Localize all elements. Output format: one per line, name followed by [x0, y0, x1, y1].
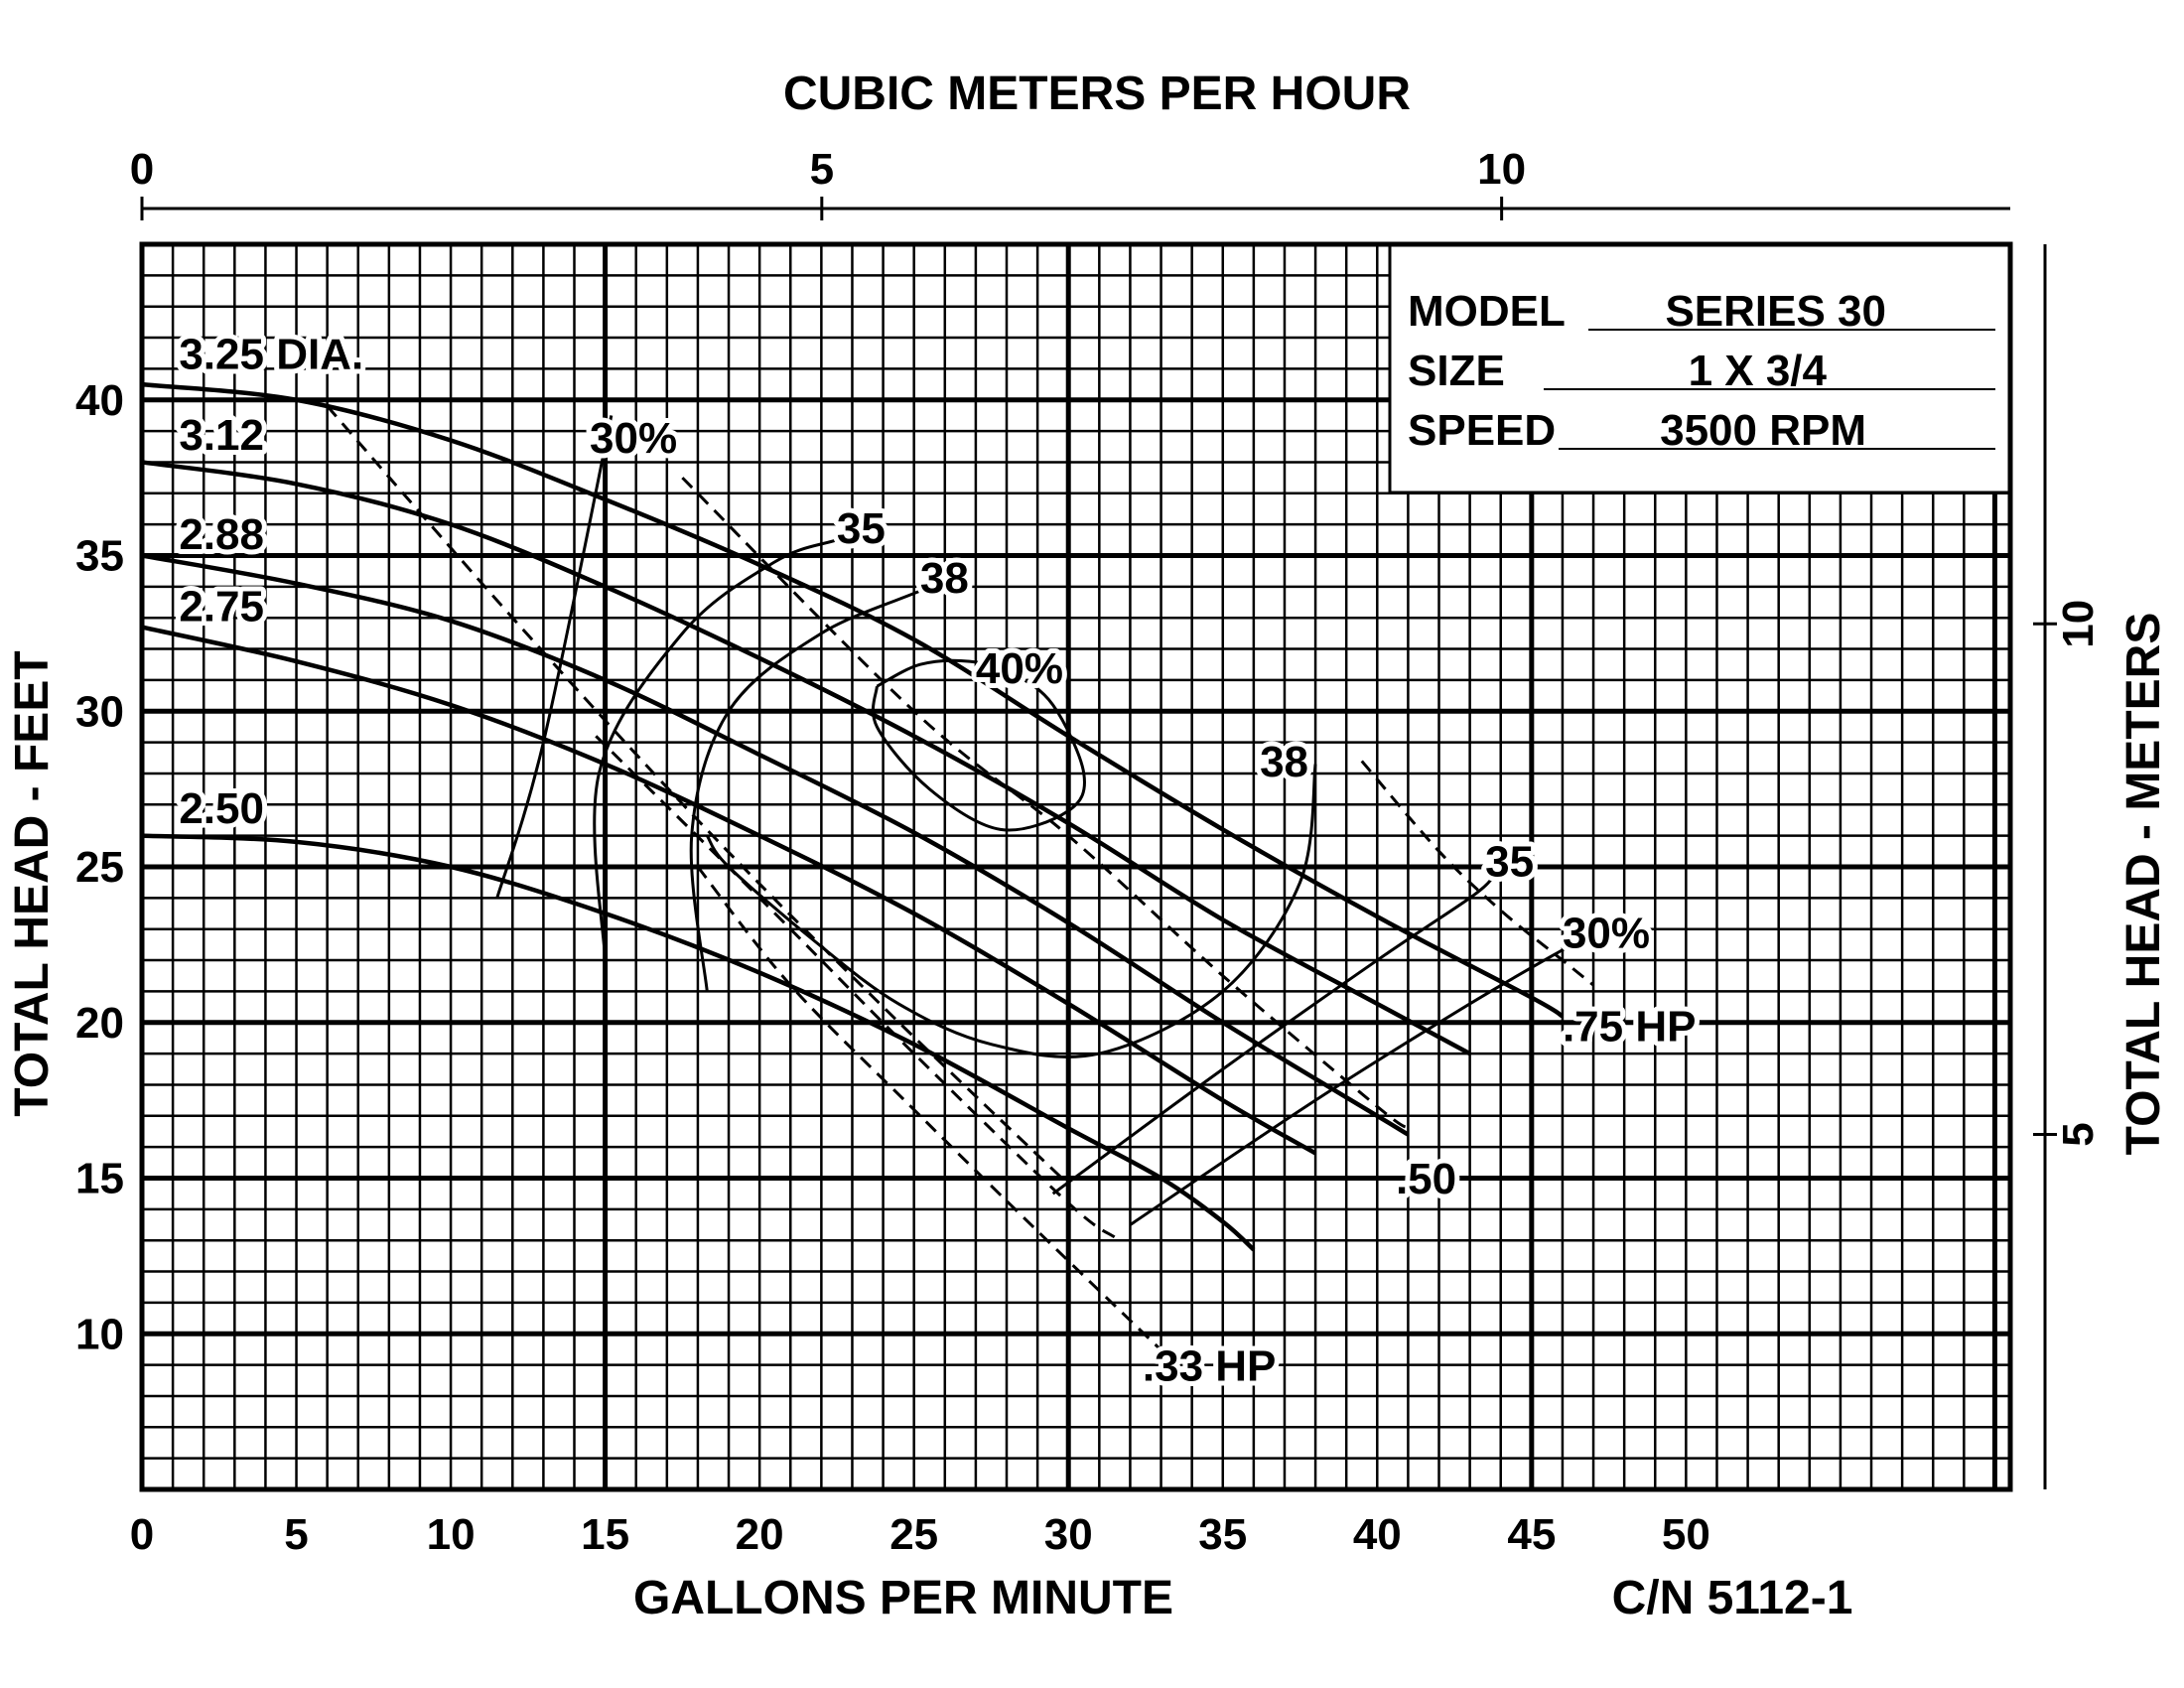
x-axis-title: GALLONS PER MINUTE: [633, 1572, 1173, 1624]
right-axis-title: TOTAL HEAD - METERS: [2117, 613, 2170, 1156]
right-tick-label: 5: [2054, 1122, 2103, 1146]
y-tick-label: 15: [75, 1155, 124, 1203]
efficiency-curves: [495, 415, 1573, 1226]
efficiency-curve-30: [495, 415, 614, 899]
speed-value: 3500 RPM: [1660, 406, 1866, 455]
x-tick-label: 50: [1662, 1510, 1710, 1559]
x-tick-label: 5: [284, 1510, 308, 1559]
impeller-curve-2-88: [141, 553, 1410, 1137]
efficiency-curve-35: [593, 525, 884, 961]
top-axis-title: CUBIC METERS PER HOUR: [783, 68, 1411, 120]
curve-label-3-25-dia: 3.25 DIA.: [179, 330, 363, 378]
y-tick-label: 30: [75, 687, 124, 736]
efficiency-curve-38: [705, 764, 1317, 1059]
curve-label-30: 30%: [590, 414, 677, 463]
curve-label-2-75: 2.75: [179, 582, 264, 631]
efficiency-curve-40: [871, 658, 1086, 832]
curve-label-50: .50: [1396, 1155, 1456, 1203]
curve-label-33-hp: .33 HP: [1143, 1341, 1277, 1390]
curve-label-75-hp: .75 HP: [1563, 1003, 1697, 1052]
curve-labels: 3.25 DIA.3.122.882.752.5030%353840%38353…: [174, 325, 1701, 1395]
right-tick-label: 10: [2054, 600, 2103, 648]
y-tick-label: 20: [75, 999, 124, 1048]
curve-label-40: 40%: [976, 644, 1063, 693]
top-tick-label: 5: [810, 145, 834, 194]
efficiency-curve-35: [1051, 878, 1493, 1196]
top-tick-label: 0: [130, 145, 154, 194]
x-tick-label: 45: [1507, 1510, 1556, 1559]
x-tick-label: 40: [1353, 1510, 1402, 1559]
impeller-curve-2-50: [141, 833, 1256, 1252]
x-tick-label: 15: [581, 1510, 629, 1559]
y-tick-labels: 10 15 20 25 30 35 40: [75, 376, 124, 1359]
power-curves: [326, 405, 1594, 1366]
curve-label-2-50: 2.50: [179, 784, 264, 833]
x-tick-label: 10: [427, 1510, 476, 1559]
power-curve-unlabeled: [1360, 760, 1594, 987]
y-tick-label: 25: [75, 843, 124, 892]
curve-label-2-88: 2.88: [179, 510, 264, 559]
right-axis: 5 10 TOTAL HEAD - METERS: [2033, 244, 2170, 1489]
size-value: 1 X 3/4: [1689, 347, 1828, 395]
power-curve-75-hp: [326, 405, 1070, 1186]
x-tick-label: 35: [1198, 1510, 1247, 1559]
info-box: MODEL SERIES 30 SIZE 1 X 3/4 SPEED 3500 …: [1388, 242, 2012, 494]
x-tick-labels: 0 5 10 15 20 25 30 35 40 45 50: [130, 1510, 1710, 1559]
top-axis: 0 5 10 CUBIC METERS PER HOUR: [130, 68, 2010, 220]
y-axis-title: TOTAL HEAD - FEET: [6, 650, 59, 1116]
top-tick-label: 10: [1477, 145, 1526, 194]
plot-border: [139, 241, 2013, 1492]
impeller-curves: [141, 381, 1565, 1252]
impeller-curve-3-12: [141, 460, 1471, 1056]
x-tick-label: 0: [130, 1510, 154, 1559]
y-tick-label: 10: [75, 1310, 124, 1358]
power-curve-unlabeled: [681, 477, 1410, 1130]
curve-label-3-12: 3.12: [179, 411, 264, 460]
x-tick-label: 20: [736, 1510, 784, 1559]
curve-label-35: 35: [837, 504, 886, 553]
catalog-number: C/N 5112-1: [1612, 1572, 1853, 1624]
efficiency-curve-38: [689, 570, 943, 992]
y-tick-label: 40: [75, 376, 124, 425]
curve-label-38: 38: [1260, 738, 1308, 786]
curve-label-35: 35: [1485, 837, 1534, 886]
model-value: SERIES 30: [1665, 287, 1886, 336]
curve-label-30: 30%: [1563, 910, 1650, 958]
curve-label-38: 38: [920, 554, 969, 603]
efficiency-curve-30: [1129, 943, 1573, 1226]
impeller-curve-3-25-dia: [141, 381, 1565, 1019]
x-tick-label: 30: [1044, 1510, 1093, 1559]
model-label: MODEL: [1408, 287, 1566, 336]
impeller-curve-2-75: [141, 625, 1317, 1156]
size-label: SIZE: [1408, 347, 1505, 395]
power-curve-33-hp: [696, 866, 1178, 1366]
x-tick-label: 25: [889, 1510, 938, 1559]
speed-label: SPEED: [1408, 406, 1556, 455]
power-curve-50: [595, 735, 1116, 1239]
y-tick-label: 35: [75, 532, 124, 581]
